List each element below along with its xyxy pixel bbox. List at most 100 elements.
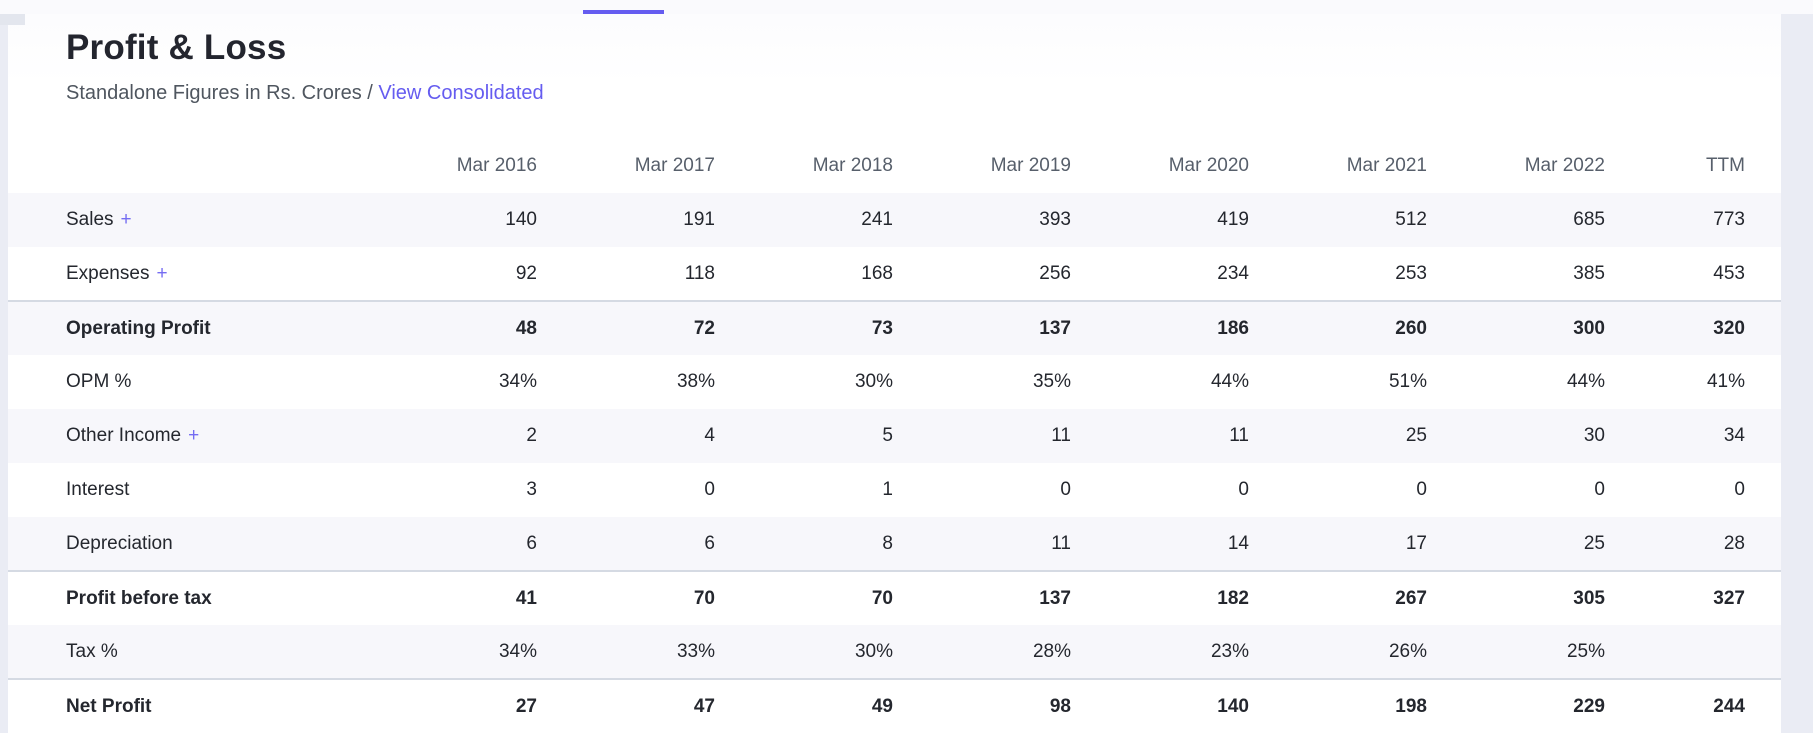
value-cell: 33% bbox=[676, 640, 715, 662]
row-label: Operating Profit bbox=[66, 317, 211, 339]
value-cell: 3 bbox=[526, 479, 537, 500]
value-cell: 385 bbox=[1573, 262, 1605, 284]
table-row: Profit before tax 41 70 70 137 182 267 305 327 bbox=[8, 570, 1781, 625]
value-cell: 229 bbox=[1427, 678, 1605, 733]
expand-plus-icon[interactable]: + bbox=[156, 262, 168, 284]
column-header: Mar 2020 bbox=[1168, 155, 1249, 176]
value-cell: 140 bbox=[505, 209, 537, 230]
table-row: Net Profit 27 47 49 98 140 198 229 244 bbox=[8, 678, 1781, 733]
value-cell: 11 bbox=[1051, 425, 1071, 446]
value-cell: 44% bbox=[1210, 371, 1249, 392]
value-cell: 27 bbox=[359, 678, 537, 733]
row-label-cell: Interest bbox=[8, 463, 359, 517]
value-cell: 49 bbox=[715, 678, 893, 733]
cropped-corner-fragment bbox=[0, 14, 25, 25]
value-cell: 70 bbox=[537, 570, 715, 625]
value-cell: 17 bbox=[1405, 532, 1427, 554]
value-cell: 260 bbox=[1249, 300, 1427, 355]
value-cell: 0 bbox=[1238, 479, 1249, 500]
value-cell: 0 bbox=[1594, 479, 1605, 500]
value-cell: 41 bbox=[359, 570, 537, 625]
value-cell: 0 bbox=[704, 479, 715, 500]
table-row: Sales +140 191 241 393 419 512 685 773 bbox=[8, 193, 1781, 247]
value-cell: 0 bbox=[1734, 479, 1745, 500]
value-cell: 140 bbox=[1071, 678, 1249, 733]
value-cell: 41% bbox=[1706, 371, 1745, 392]
value-cell: 186 bbox=[1071, 300, 1249, 355]
table-row: Expenses +92 118 168 256 234 253 385 453 bbox=[8, 247, 1781, 301]
table-row: Interest 3 0 1 0 0 0 0 0 bbox=[8, 463, 1781, 517]
value-cell: 191 bbox=[683, 209, 715, 230]
table-body: Sales +140 191 241 393 419 512 685 773 Expenses +9… bbox=[8, 193, 1781, 733]
value-cell: 44% bbox=[1566, 371, 1605, 392]
value-cell: 8 bbox=[882, 532, 893, 554]
value-cell: 685 bbox=[1573, 209, 1605, 230]
view-consolidated-link[interactable]: View Consolidated bbox=[378, 82, 544, 104]
value-cell: 5 bbox=[882, 425, 893, 446]
column-header: Mar 2019 bbox=[990, 155, 1071, 176]
value-cell: 198 bbox=[1249, 678, 1427, 733]
row-label: Net Profit bbox=[66, 695, 152, 717]
value-cell: 6 bbox=[704, 532, 715, 554]
row-label: Profit before tax bbox=[66, 587, 212, 609]
table-row: Tax % 34% 33% 30% 28% 23% 26% 25% bbox=[8, 625, 1781, 679]
column-header: Mar 2017 bbox=[634, 155, 715, 176]
value-cell: 182 bbox=[1071, 570, 1249, 625]
row-label-cell: Profit before tax bbox=[8, 570, 359, 625]
value-cell: 1 bbox=[882, 479, 893, 500]
expand-plus-icon[interactable]: + bbox=[188, 425, 200, 446]
column-header-empty bbox=[8, 139, 359, 193]
row-label[interactable]: Other Income bbox=[66, 425, 182, 446]
value-cell: 48 bbox=[359, 300, 537, 355]
row-label[interactable]: Sales bbox=[66, 209, 114, 230]
value-cell: 35% bbox=[1032, 371, 1071, 392]
table-row: OPM % 34% 38% 30% 35% 44% 51% 44% 41% bbox=[8, 355, 1781, 409]
value-cell: 4 bbox=[704, 425, 715, 446]
value-cell: 51% bbox=[1388, 371, 1427, 392]
table-header-row: Mar 2016 Mar 2017 Mar 2018 Mar 2019 Mar 2020… bbox=[8, 139, 1781, 193]
value-cell: 300 bbox=[1427, 300, 1605, 355]
subtitle-text: Standalone Figures in Rs. Crores / bbox=[66, 82, 373, 104]
value-cell: 11 bbox=[1051, 532, 1071, 554]
value-cell bbox=[1605, 625, 1781, 679]
value-cell: 73 bbox=[715, 300, 893, 355]
row-label: Depreciation bbox=[66, 532, 173, 554]
expand-plus-icon[interactable]: + bbox=[120, 209, 132, 230]
subtitle: Standalone Figures in Rs. Crores / View … bbox=[8, 80, 1781, 106]
value-cell: 38% bbox=[676, 371, 715, 392]
value-cell: 11 bbox=[1229, 425, 1249, 446]
value-cell: 256 bbox=[1039, 262, 1071, 284]
row-label-cell: OPM % bbox=[8, 355, 359, 409]
value-cell: 241 bbox=[861, 209, 893, 230]
value-cell: 34 bbox=[1723, 425, 1745, 446]
value-cell: 137 bbox=[893, 570, 1071, 625]
value-cell: 253 bbox=[1395, 262, 1427, 284]
value-cell: 320 bbox=[1605, 300, 1781, 355]
column-header: Mar 2016 bbox=[456, 155, 537, 176]
row-label: OPM % bbox=[66, 371, 132, 392]
value-cell: 0 bbox=[1060, 479, 1071, 500]
value-cell: 2 bbox=[526, 425, 537, 446]
value-cell: 30% bbox=[854, 640, 893, 662]
table-row: Other Income +2 4 5 11 11 25 30 34 bbox=[8, 409, 1781, 463]
value-cell: 0 bbox=[1416, 479, 1427, 500]
value-cell: 30 bbox=[1583, 425, 1605, 446]
row-label[interactable]: Expenses bbox=[66, 262, 150, 284]
value-cell: 34% bbox=[498, 640, 537, 662]
row-label-cell: Depreciation bbox=[8, 517, 359, 571]
value-cell: 92 bbox=[515, 262, 537, 284]
column-header: Mar 2021 bbox=[1346, 155, 1427, 176]
value-cell: 70 bbox=[715, 570, 893, 625]
profit-loss-section: Profit & Loss Standalone Figures in Rs. … bbox=[8, 14, 1781, 733]
column-header: Mar 2022 bbox=[1524, 155, 1605, 176]
value-cell: 137 bbox=[893, 300, 1071, 355]
value-cell: 419 bbox=[1217, 209, 1249, 230]
value-cell: 267 bbox=[1249, 570, 1427, 625]
profit-loss-table: Mar 2016 Mar 2017 Mar 2018 Mar 2019 Mar 2020… bbox=[8, 139, 1781, 733]
value-cell: 72 bbox=[537, 300, 715, 355]
value-cell: 98 bbox=[893, 678, 1071, 733]
row-label-cell: Sales + bbox=[8, 193, 359, 247]
value-cell: 25 bbox=[1405, 425, 1427, 446]
row-label: Interest bbox=[66, 479, 130, 500]
value-cell: 28% bbox=[1032, 640, 1071, 662]
